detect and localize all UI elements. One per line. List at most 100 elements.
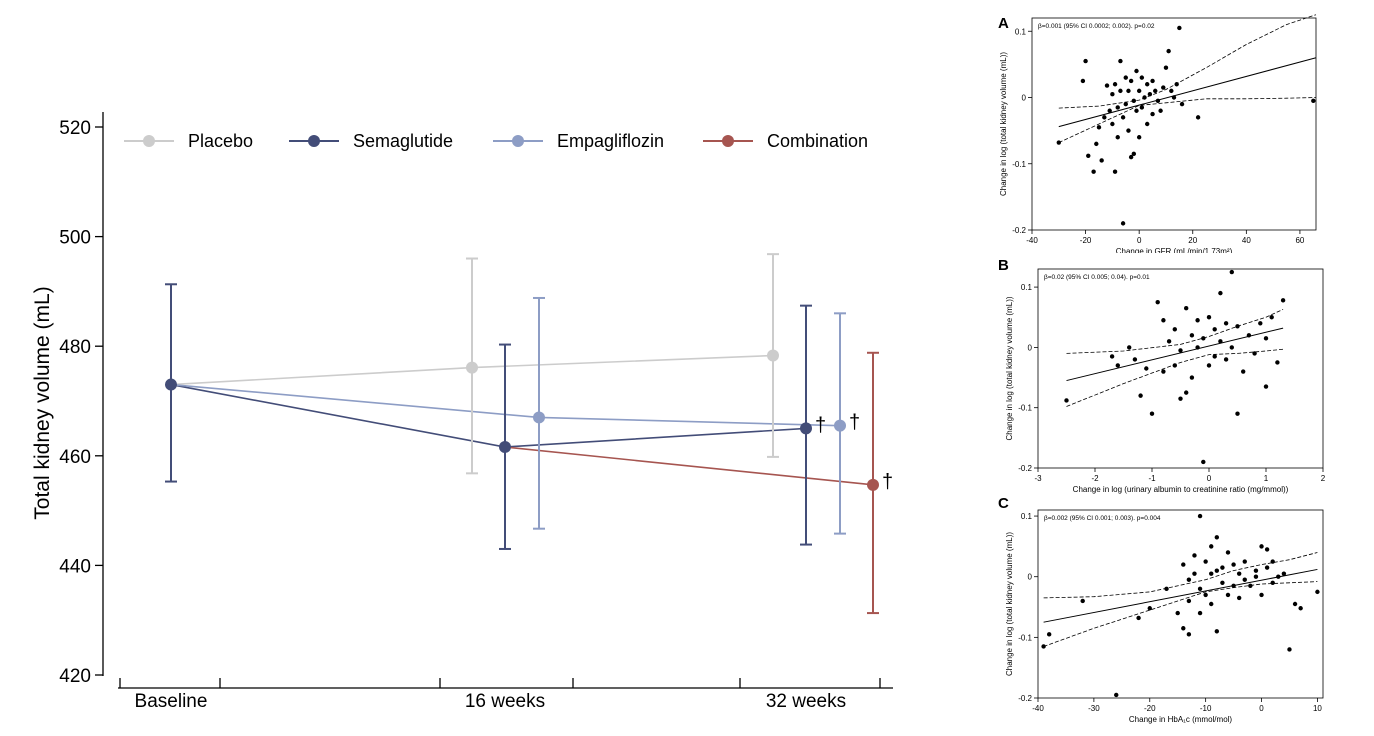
scatter-point [1142,95,1147,100]
scatter-point [1206,363,1212,368]
scatter-point [1161,85,1166,90]
scatter-point [1132,357,1138,362]
scatter-point [1181,626,1186,631]
scatter-panel-c: C -0.2 -0.1 0 0.1 -40 -30 -20 -10 0 10 Change in Hb… [998,495,1324,724]
scatter-point [1123,101,1128,107]
scatter-point [1231,583,1236,589]
scatter-point [1242,559,1247,564]
x-tick-label: 2 [1321,474,1326,483]
scatter-point [1131,151,1137,157]
scatter-point [1128,78,1134,84]
scatter-point [1197,610,1203,616]
scatter-point [1150,78,1155,84]
scatter-point [1064,398,1069,403]
scatter-point [1186,577,1192,582]
scatter-point [1214,535,1220,540]
scatter-point [1110,91,1115,97]
scatter-point [1220,565,1225,570]
scatter-point [1138,393,1143,398]
scatter-point [1275,360,1280,365]
x-tick-label: 0 [1259,704,1264,713]
scatter-point [1253,568,1259,573]
x-axis-title: Change in HbA₁c (mmol/mol) [1129,715,1233,724]
scatter-point [1258,321,1263,326]
scatter-point [1236,595,1242,601]
y-tick-label: 0.1 [1015,27,1027,36]
scatter-point [1172,363,1177,368]
scatter-point [1091,169,1096,174]
scatter-point [1242,577,1247,582]
scatter-point [1264,565,1270,570]
scatter-point [1195,345,1200,350]
scatter-point [1235,324,1240,329]
scatter-point [1134,68,1139,74]
scatter-point [1112,82,1118,87]
scatter-point [1147,606,1152,611]
y-tick-label: 500 [59,228,91,249]
scatter-point [1225,550,1231,555]
y-tick-label: -0.1 [1012,160,1026,169]
scatter-point [1094,141,1099,147]
scatter-point [1246,333,1252,338]
scatter-point [1248,583,1253,589]
y-axis-title: Total kidney volume (mL) [31,286,54,519]
regression-line [1058,57,1317,128]
scatter-point [1096,125,1102,130]
x-tick-label: Baseline [135,691,208,712]
scatter-point [1263,384,1269,389]
y-axis-title: Change in log (total kidney volume (mL)) [999,52,1008,196]
scatter-point [1223,357,1229,362]
x-tick-label: 0 [1207,474,1212,483]
y-tick-label: 0 [1028,573,1033,582]
scatter-point [1136,135,1142,140]
scatter-point [1150,111,1155,117]
scatter-point [1197,513,1203,519]
scatter-point [1209,544,1214,549]
x-tick-label: 1 [1264,474,1269,483]
x-tick-label: -20 [1080,236,1092,245]
scatter-point [1158,108,1163,113]
scatter-point [1212,327,1217,332]
scatter-point [1298,606,1303,611]
scatter-point [1134,108,1139,113]
main-chart: 420 440 460 480 500 520 Baseline 16 weeks 32 wee… [31,112,893,712]
scatter-point [1287,647,1292,652]
scatter-point [1189,333,1195,338]
scatter-point [1126,88,1131,94]
x-tick-label: -20 [1144,704,1156,713]
y-tick-label: -0.1 [1018,404,1032,413]
data-point-placebo [767,349,779,362]
data-point-placebo [466,361,478,374]
scatter-point [1046,632,1052,637]
scatter-point [1080,78,1086,84]
panel-label: A [998,15,1009,32]
legend-label: Empagliflozin [557,131,664,151]
y-tick-label: 0 [1022,94,1027,103]
scatter-point [1147,91,1153,97]
scatter-point [1225,592,1231,598]
y-tick-label: 440 [59,556,91,577]
scatter-point [1080,598,1085,604]
plot-frame [1037,268,1324,469]
scatter-point [1178,396,1183,401]
legend-marker [512,135,524,147]
scatter-point [1311,98,1316,104]
data-point-combination [867,478,879,491]
x-axis-title: Change in log (urinary albumin to creati… [1073,485,1289,494]
ci-lower-line [1066,348,1284,407]
legend-label: Semaglutide [353,131,453,151]
scatter-point [1102,115,1107,120]
panel-label: B [998,257,1009,274]
scatter-point [1115,363,1120,368]
scatter-point [1161,318,1166,323]
scatter-point [1178,348,1183,353]
significance-marker: † [815,414,826,436]
regression-line [1043,568,1318,623]
x-tick-label: 0 [1137,236,1142,245]
regression-annotation: β=0.001 (95% CI 0.0002; 0.002). p=0.02 [1038,23,1155,30]
scatter-point [1315,589,1320,595]
x-tick-label: 10 [1313,704,1322,713]
series-line-semaglutide [170,383,807,448]
x-tick-label: -40 [1032,704,1044,713]
scatter-point [1139,75,1145,80]
